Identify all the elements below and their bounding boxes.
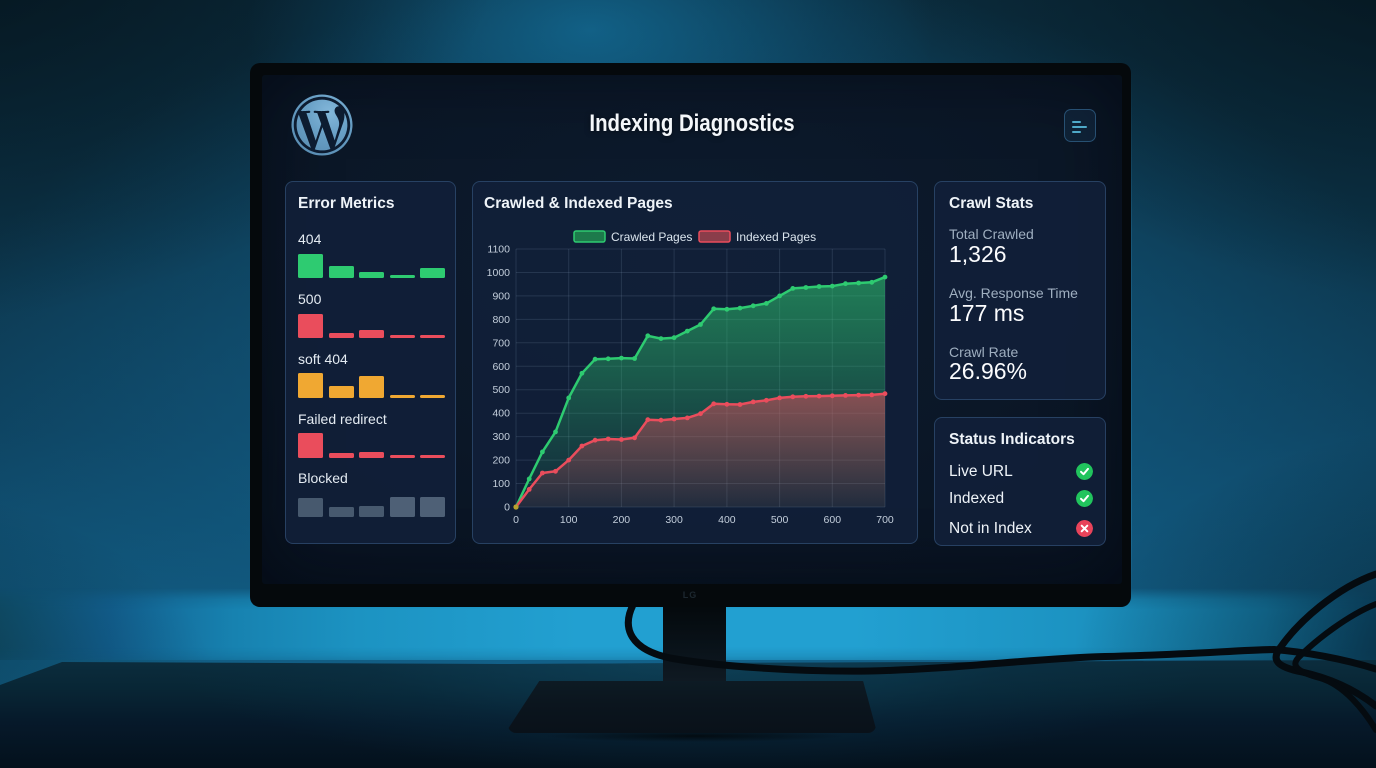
svg-text:200: 200 bbox=[613, 514, 631, 526]
svg-text:300: 300 bbox=[492, 431, 510, 443]
svg-text:0: 0 bbox=[513, 514, 519, 526]
svg-text:400: 400 bbox=[718, 514, 736, 526]
svg-text:900: 900 bbox=[492, 290, 510, 302]
svg-text:600: 600 bbox=[492, 361, 510, 373]
svg-text:0: 0 bbox=[504, 502, 510, 514]
svg-text:700: 700 bbox=[492, 337, 510, 349]
svg-text:800: 800 bbox=[492, 314, 510, 326]
svg-text:Indexed Pages: Indexed Pages bbox=[736, 230, 816, 244]
svg-text:1000: 1000 bbox=[487, 267, 511, 279]
svg-text:200: 200 bbox=[492, 455, 510, 467]
svg-text:100: 100 bbox=[492, 478, 510, 490]
svg-text:700: 700 bbox=[876, 514, 894, 526]
svg-text:500: 500 bbox=[771, 514, 789, 526]
svg-text:600: 600 bbox=[824, 514, 842, 526]
svg-text:400: 400 bbox=[492, 408, 510, 420]
svg-text:Crawled Pages: Crawled Pages bbox=[611, 230, 692, 244]
svg-text:300: 300 bbox=[665, 514, 683, 526]
svg-text:1100: 1100 bbox=[487, 244, 510, 256]
svg-text:500: 500 bbox=[492, 384, 510, 396]
svg-text:100: 100 bbox=[560, 514, 578, 526]
